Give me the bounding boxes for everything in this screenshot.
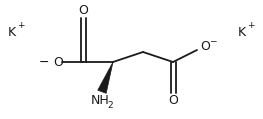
Text: O: O — [78, 3, 88, 17]
Text: K: K — [238, 25, 246, 39]
Text: K: K — [8, 25, 16, 39]
Text: NH: NH — [91, 94, 110, 107]
Text: −: − — [209, 37, 216, 45]
Text: 2: 2 — [107, 101, 113, 109]
Text: O: O — [53, 55, 63, 69]
Text: +: + — [247, 22, 255, 30]
Text: O: O — [168, 94, 178, 107]
Polygon shape — [98, 62, 113, 93]
Text: −: − — [39, 55, 49, 69]
Text: +: + — [17, 22, 24, 30]
Text: O: O — [200, 40, 210, 54]
